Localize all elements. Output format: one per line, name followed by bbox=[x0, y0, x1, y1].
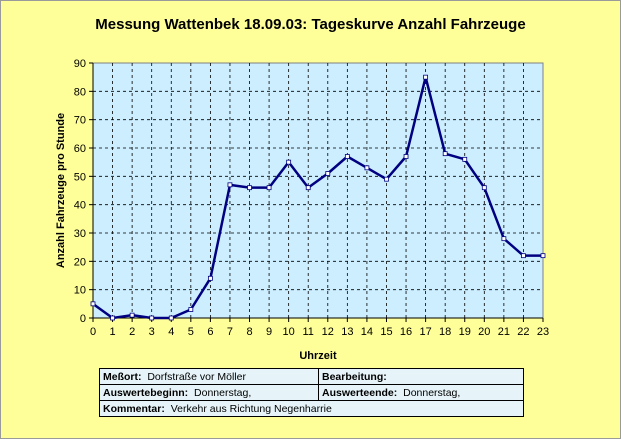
x-tick-label: 16 bbox=[400, 326, 412, 338]
x-tick-label: 2 bbox=[129, 326, 135, 338]
info-row-1: Meßort: Dorfstraße vor Möller Bearbeitun… bbox=[99, 368, 525, 385]
info-row-3: Kommentar: Verkehr aus Richtung Negenhar… bbox=[99, 400, 524, 417]
data-point bbox=[247, 185, 252, 191]
x-tick-label: 20 bbox=[478, 326, 490, 338]
y-tick-label: 80 bbox=[74, 86, 86, 98]
data-point bbox=[442, 151, 448, 157]
x-tick-label: 19 bbox=[459, 326, 471, 338]
auswertebeginn-label: Auswertebeginn: bbox=[103, 386, 189, 399]
data-point bbox=[286, 159, 292, 165]
x-tick-label: 15 bbox=[380, 326, 392, 338]
data-point bbox=[266, 185, 272, 191]
data-point bbox=[364, 165, 370, 171]
series-group bbox=[90, 74, 546, 321]
y-tick-label: 30 bbox=[74, 228, 86, 240]
data-point bbox=[305, 185, 311, 191]
auswertebeginn-value: Donnerstag, bbox=[194, 386, 252, 399]
messort-cell: Meßort: Dorfstraße vor Möller bbox=[99, 368, 319, 385]
auswertebeginn-cell: Auswertebeginn: Donnerstag, bbox=[99, 384, 319, 401]
data-point bbox=[540, 253, 546, 259]
y-tick-label: 10 bbox=[74, 285, 86, 297]
y-tick-label: 50 bbox=[74, 171, 86, 183]
auswerteende-value: Donnerstag, bbox=[403, 386, 461, 399]
info-row-2: Auswertebeginn: Donnerstag, Auswerteende… bbox=[99, 384, 525, 401]
data-point bbox=[188, 307, 194, 312]
x-tick-label: 21 bbox=[498, 326, 510, 338]
x-tick-label: 10 bbox=[283, 326, 295, 338]
x-tick-label: 5 bbox=[188, 326, 194, 338]
x-tick-label: 6 bbox=[207, 326, 213, 338]
data-point bbox=[462, 156, 468, 162]
data-point bbox=[501, 236, 507, 242]
x-tick-label: 8 bbox=[246, 326, 252, 338]
y-tick-labels: 0 10 20 30 40 50 60 70 80 90 bbox=[74, 58, 86, 325]
data-point bbox=[129, 312, 135, 318]
data-point bbox=[521, 253, 526, 259]
plot-area bbox=[92, 62, 544, 319]
y-axis-label: Anzahl Fahrzeuge pro Stunde bbox=[55, 113, 67, 268]
kommentar-value: Verkehr aus Richtung Negenharrie bbox=[170, 402, 332, 415]
kommentar-cell: Kommentar: Verkehr aus Richtung Negenhar… bbox=[99, 400, 524, 417]
auswerteende-cell: Auswerteende: Donnerstag, bbox=[317, 384, 525, 401]
chart-title: Messung Wattenbek 18.09.03: Tageskurve A… bbox=[95, 16, 526, 33]
auswerteende-label: Auswerteende: bbox=[321, 386, 398, 399]
y-tick-label: 70 bbox=[74, 115, 86, 127]
x-axis-label: Uhrzeit bbox=[299, 350, 337, 362]
info-table: Meßort: Dorfstraße vor Möller Bearbeitun… bbox=[99, 368, 525, 417]
x-tick-label: 17 bbox=[419, 326, 431, 338]
data-point bbox=[110, 315, 115, 321]
x-tick-label: 9 bbox=[266, 326, 272, 338]
y-tick-label: 0 bbox=[80, 313, 86, 325]
x-tick-label: 0 bbox=[90, 326, 96, 338]
messort-label: Meßort: bbox=[103, 370, 142, 383]
y-tick-label: 60 bbox=[74, 143, 86, 155]
data-point bbox=[207, 275, 213, 281]
bearbeitung-label: Bearbeitung: bbox=[321, 370, 387, 383]
series-line bbox=[92, 75, 543, 320]
x-tick-label: 7 bbox=[227, 326, 233, 338]
data-point bbox=[168, 315, 174, 321]
x-tick-label: 1 bbox=[110, 326, 116, 338]
x-tick-label: 3 bbox=[149, 326, 155, 338]
x-tick-label: 18 bbox=[439, 326, 451, 338]
data-point bbox=[384, 176, 389, 182]
data-point bbox=[403, 154, 409, 159]
kommentar-label: Kommentar: bbox=[103, 402, 165, 415]
data-point bbox=[227, 182, 233, 188]
data-point bbox=[325, 171, 331, 176]
axes bbox=[89, 62, 544, 322]
data-point bbox=[344, 154, 350, 159]
bearbeitung-cell: Bearbeitung: bbox=[317, 368, 525, 385]
y-tick-label: 40 bbox=[74, 200, 86, 212]
x-tick-label: 4 bbox=[168, 326, 174, 338]
x-tick-label: 14 bbox=[361, 326, 373, 338]
x-tick-label: 23 bbox=[537, 326, 549, 338]
data-point bbox=[481, 185, 487, 191]
data-point bbox=[90, 301, 96, 307]
y-tick-label: 20 bbox=[74, 256, 86, 268]
x-tick-label: 12 bbox=[322, 326, 334, 338]
x-tick-label: 11 bbox=[303, 326, 314, 338]
data-point bbox=[423, 74, 429, 80]
x-tick-label: 13 bbox=[341, 326, 353, 338]
x-tick-label: 22 bbox=[517, 326, 529, 338]
data-point bbox=[149, 315, 155, 321]
messort-value: Dorfstraße vor Möller bbox=[147, 370, 246, 383]
y-tick-label: 90 bbox=[74, 58, 86, 70]
x-tick-labels: 0 1 2 3 4 5 6 7 8 9 10 11 12 13 14 15 16 17 18 19 20 21 22 23 bbox=[90, 326, 549, 338]
